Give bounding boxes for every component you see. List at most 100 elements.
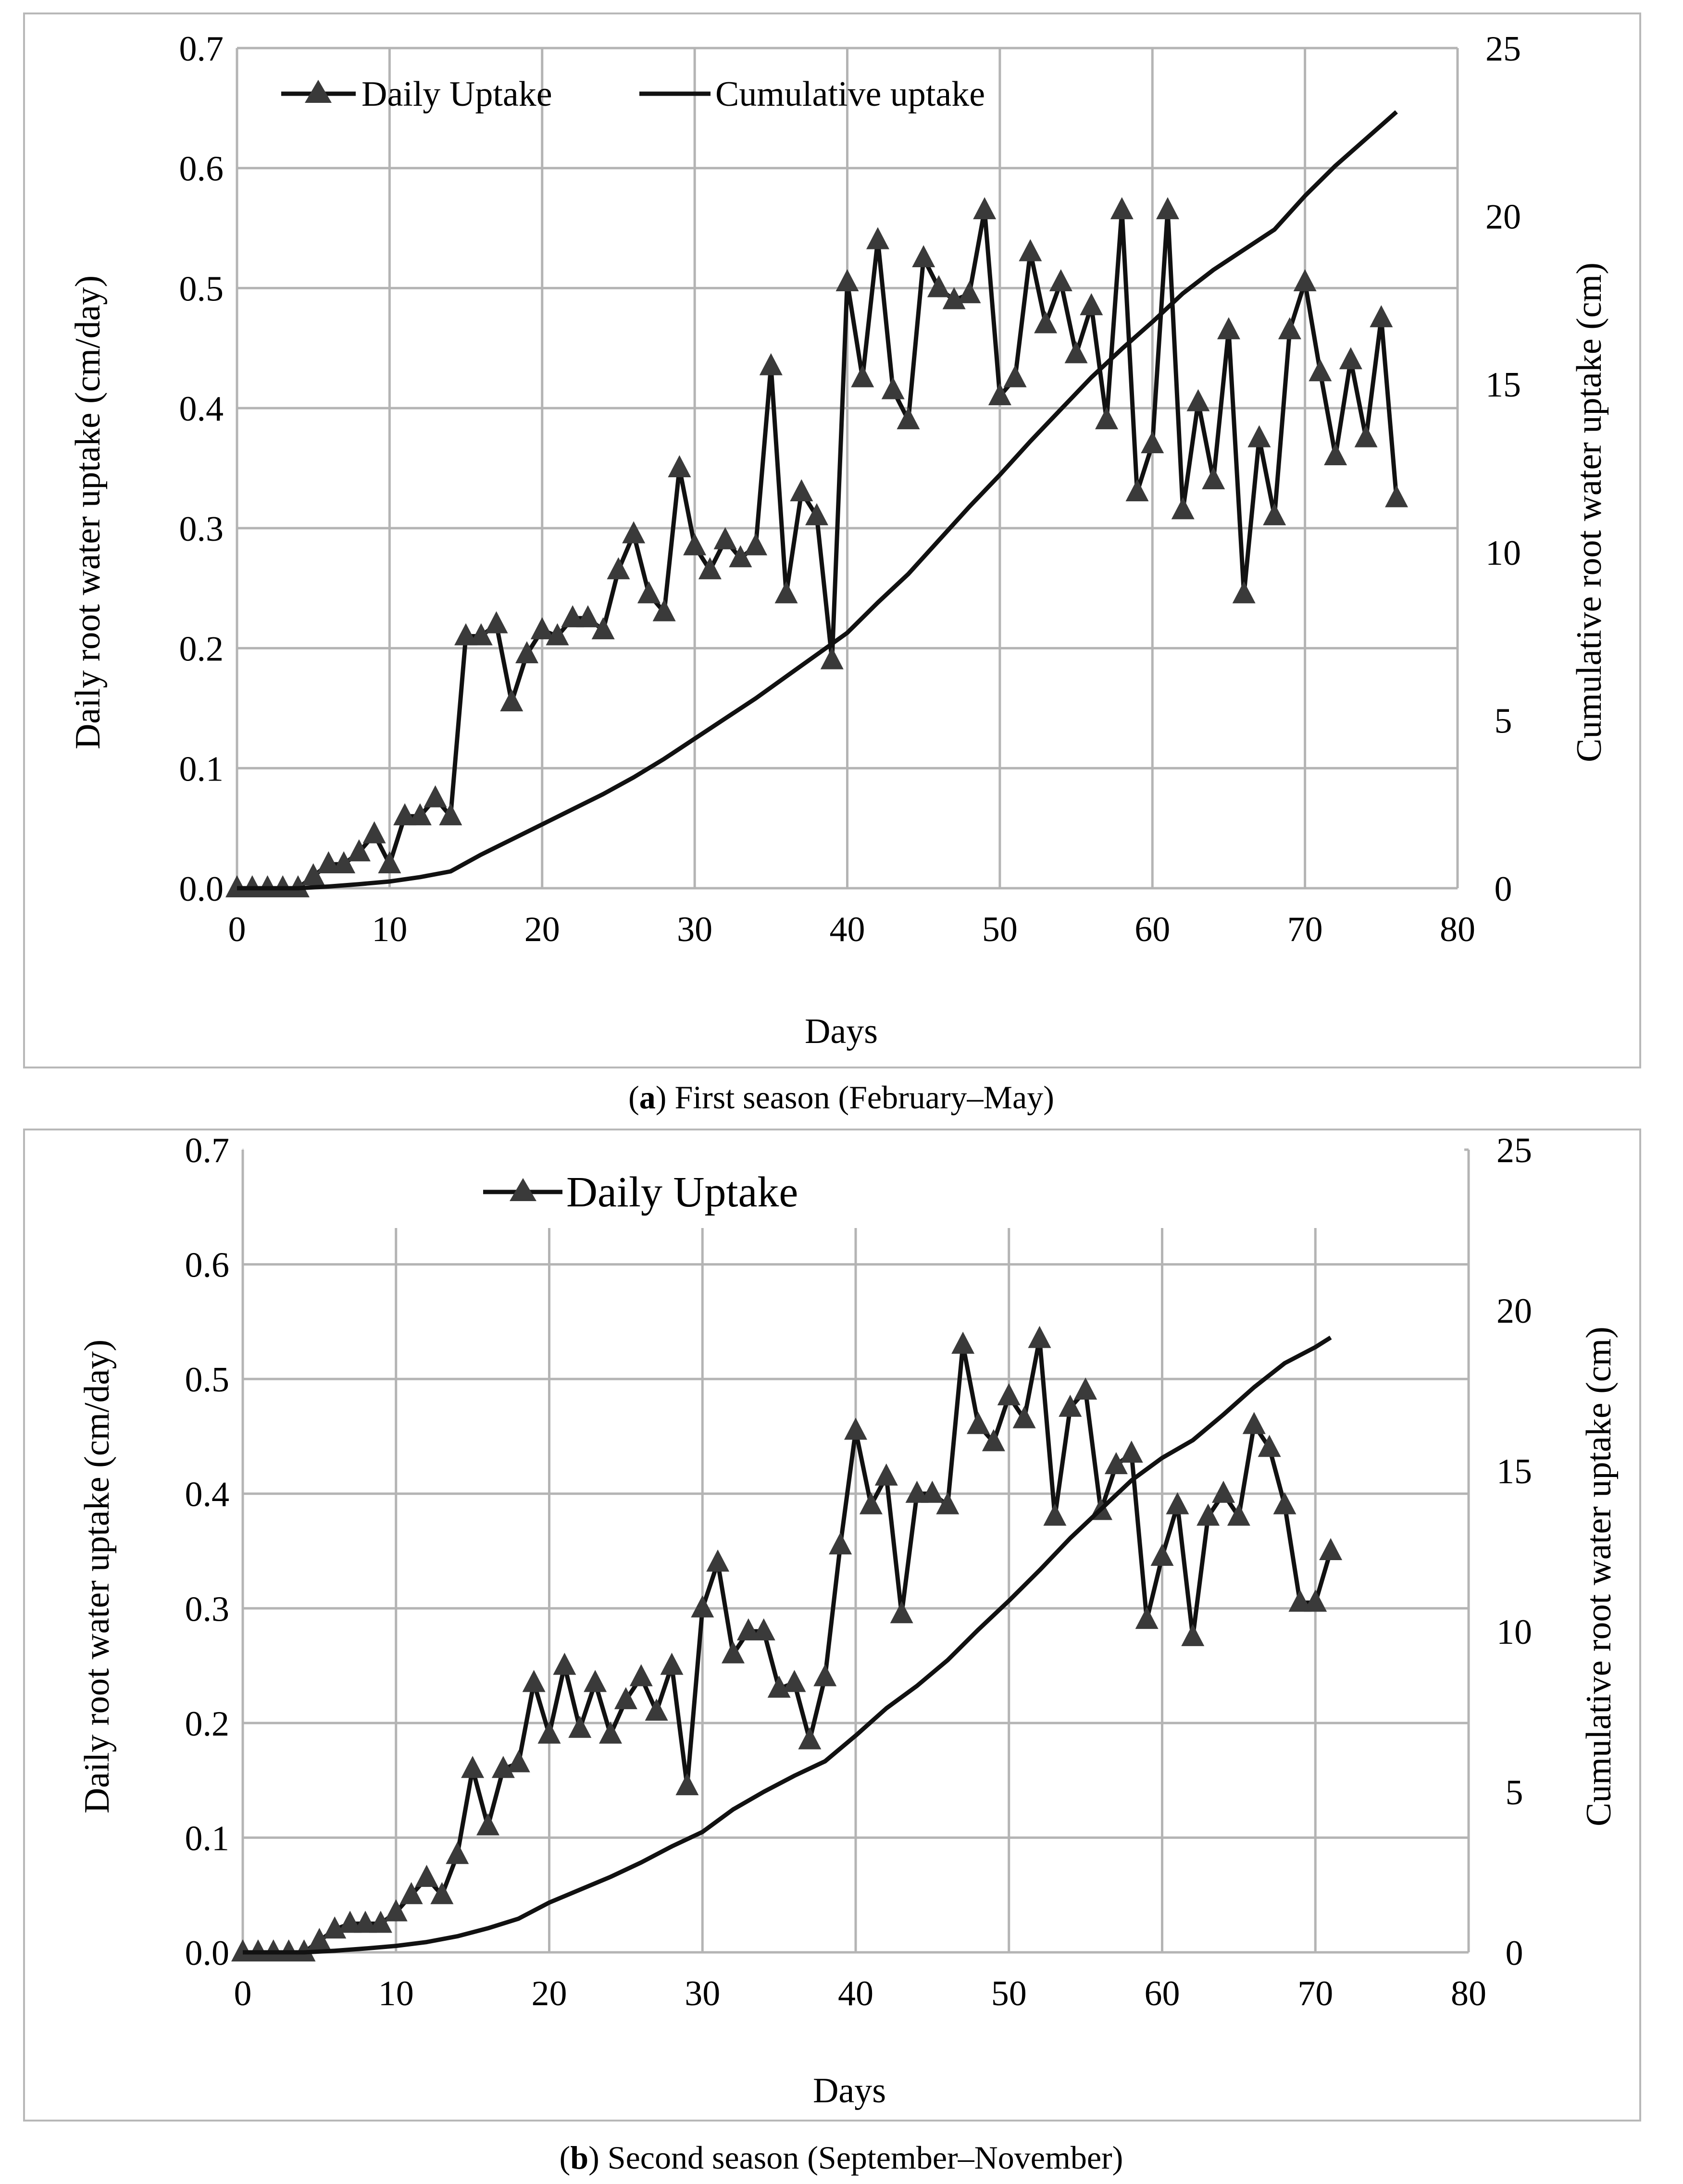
daily-uptake-point [866,227,889,249]
chart-b-frame [23,1129,1641,2122]
chart-a-y-left-ticks: 0.0 0.1 0.2 0.3 0.4 0.5 0.6 0.7 [179,29,224,909]
daily-uptake-point [790,479,813,501]
x-tick-label: 30 [685,1974,720,2013]
chart-b-y-axis-left-label: Daily root water uptake (cm/day) [77,1340,117,1813]
y-left-tick-label: 0.7 [179,29,224,69]
daily-uptake-point [798,1727,822,1750]
y-right-tick-label: 0 [1506,1934,1523,1973]
daily-uptake-point [1049,269,1072,291]
daily-uptake-point [967,1412,990,1434]
daily-uptake-point [430,1882,454,1904]
daily-uptake-point [767,1675,791,1698]
chart-a-gridlines [237,47,1459,888]
daily-uptake-point [988,383,1011,406]
daily-uptake-point [1074,1377,1097,1400]
daily-uptake-point [500,689,524,711]
cumulative-uptake-line [237,110,1398,891]
chart-b-axes [241,1150,1470,1954]
x-tick-label: 70 [1297,1974,1333,2013]
chart-a-y-axis-left-label: Daily root water uptake (cm/day) [68,275,108,749]
daily-uptake-point [805,503,829,525]
x-tick-label: 0 [234,1974,252,2013]
daily-uptake-point [905,1480,929,1503]
legend-b-daily-label: Daily Uptake [566,1168,798,1216]
daily-uptake-point [1278,317,1301,339]
y-left-tick-label: 0.5 [185,1360,230,1400]
legend-b-daily-marker [510,1178,536,1201]
y-left-tick-label: 0.3 [185,1589,230,1629]
caption-a: (a) First season (February–May) [628,1079,1054,1116]
daily-uptake-point [844,1417,867,1440]
daily-uptake-point [522,1670,546,1692]
daily-uptake-point [691,1595,714,1618]
daily-uptake-point [722,1641,745,1663]
daily-uptake-point [645,1699,668,1721]
daily-uptake-point [890,1601,913,1624]
x-tick-label: 40 [838,1974,873,2013]
daily-uptake-point [736,1618,760,1640]
daily-uptake-line [237,208,1399,891]
y-right-tick-label: 20 [1485,198,1521,237]
chart-a-x-ticks: 0 10 20 30 40 50 60 70 80 [228,910,1476,949]
x-tick-label: 80 [1451,1974,1486,2013]
caption-a-text: ) First season (February–May) [656,1079,1054,1116]
chart-b-y-left-ticks: 0.0 0.1 0.2 0.3 0.4 0.5 0.6 0.7 [185,1131,230,1973]
chart-b-x-axis-label: Days [813,2071,886,2110]
y-right-tick-label: 25 [1485,29,1521,69]
daily-uptake-line [243,1337,1333,1955]
caption-b-label: b [570,2139,588,2176]
daily-uptake-point [1339,347,1362,370]
daily-uptake-point [783,1670,806,1692]
daily-uptake-point [958,281,981,303]
chart-a-y-axis-right-label: Cumulative root water uptake (cm) [1570,262,1609,762]
daily-uptake-point [759,353,783,375]
daily-uptake-point [399,1882,423,1904]
chart-a-frame [23,12,1641,1068]
y-left-tick-label: 0.1 [185,1819,230,1858]
daily-uptake-point [537,1721,561,1744]
daily-uptake-point [859,1492,883,1514]
x-tick-label: 80 [1440,910,1475,949]
daily-uptake-point [1019,239,1042,261]
daily-uptake-point [829,1532,852,1555]
chart-a-legend: Daily Uptake Cumulative uptake [281,74,985,114]
daily-uptake-point [1263,503,1286,525]
daily-uptake-point [774,581,798,604]
daily-uptake-point [706,1549,730,1572]
chart-a-x-axis-label: Days [805,1012,878,1051]
legend-a-cumulative-label: Cumulative uptake [715,74,985,114]
chart-b-y-axis-right-label: Cumulative root water uptake (cm) [1579,1327,1619,1826]
y-left-tick-label: 0.5 [179,269,224,309]
daily-uptake-point [1150,1543,1174,1566]
daily-uptake-point [874,1463,898,1486]
daily-uptake-point [332,851,356,874]
daily-uptake-point [1135,1607,1159,1629]
daily-uptake-point [1370,305,1393,327]
daily-uptake-point [546,623,569,645]
daily-uptake-point [362,821,386,844]
daily-uptake-point [568,1715,592,1738]
chart-a-y-right-ticks: 0 5 10 15 20 25 [1485,29,1521,909]
daily-uptake-point [921,1480,944,1503]
daily-uptake-point [415,1864,438,1887]
daily-uptake-point [1181,1624,1205,1646]
daily-uptake-point [927,275,950,298]
daily-uptake-point [476,1813,499,1836]
y-right-tick-label: 10 [1485,534,1521,573]
legend-a-daily-marker [305,80,332,103]
daily-uptake-point [897,407,920,430]
daily-uptake-point [820,647,844,670]
daily-uptake-point [629,1664,653,1687]
y-left-tick-label: 0.0 [185,1934,230,1973]
chart-b-legend-backdrop [243,1134,1464,1228]
chart-b-y-right-ticks: 0 5 10 15 20 25 [1496,1131,1532,1973]
daily-uptake-point [338,1911,362,1933]
daily-uptake-point [384,1899,408,1922]
caption-b: (b) Second season (September–November) [560,2139,1123,2176]
daily-uptake-point [1293,269,1317,291]
daily-uptake-point [553,1652,576,1675]
x-tick-label: 30 [677,910,712,949]
daily-uptake-point [591,617,615,640]
daily-uptake-point [1186,389,1210,411]
